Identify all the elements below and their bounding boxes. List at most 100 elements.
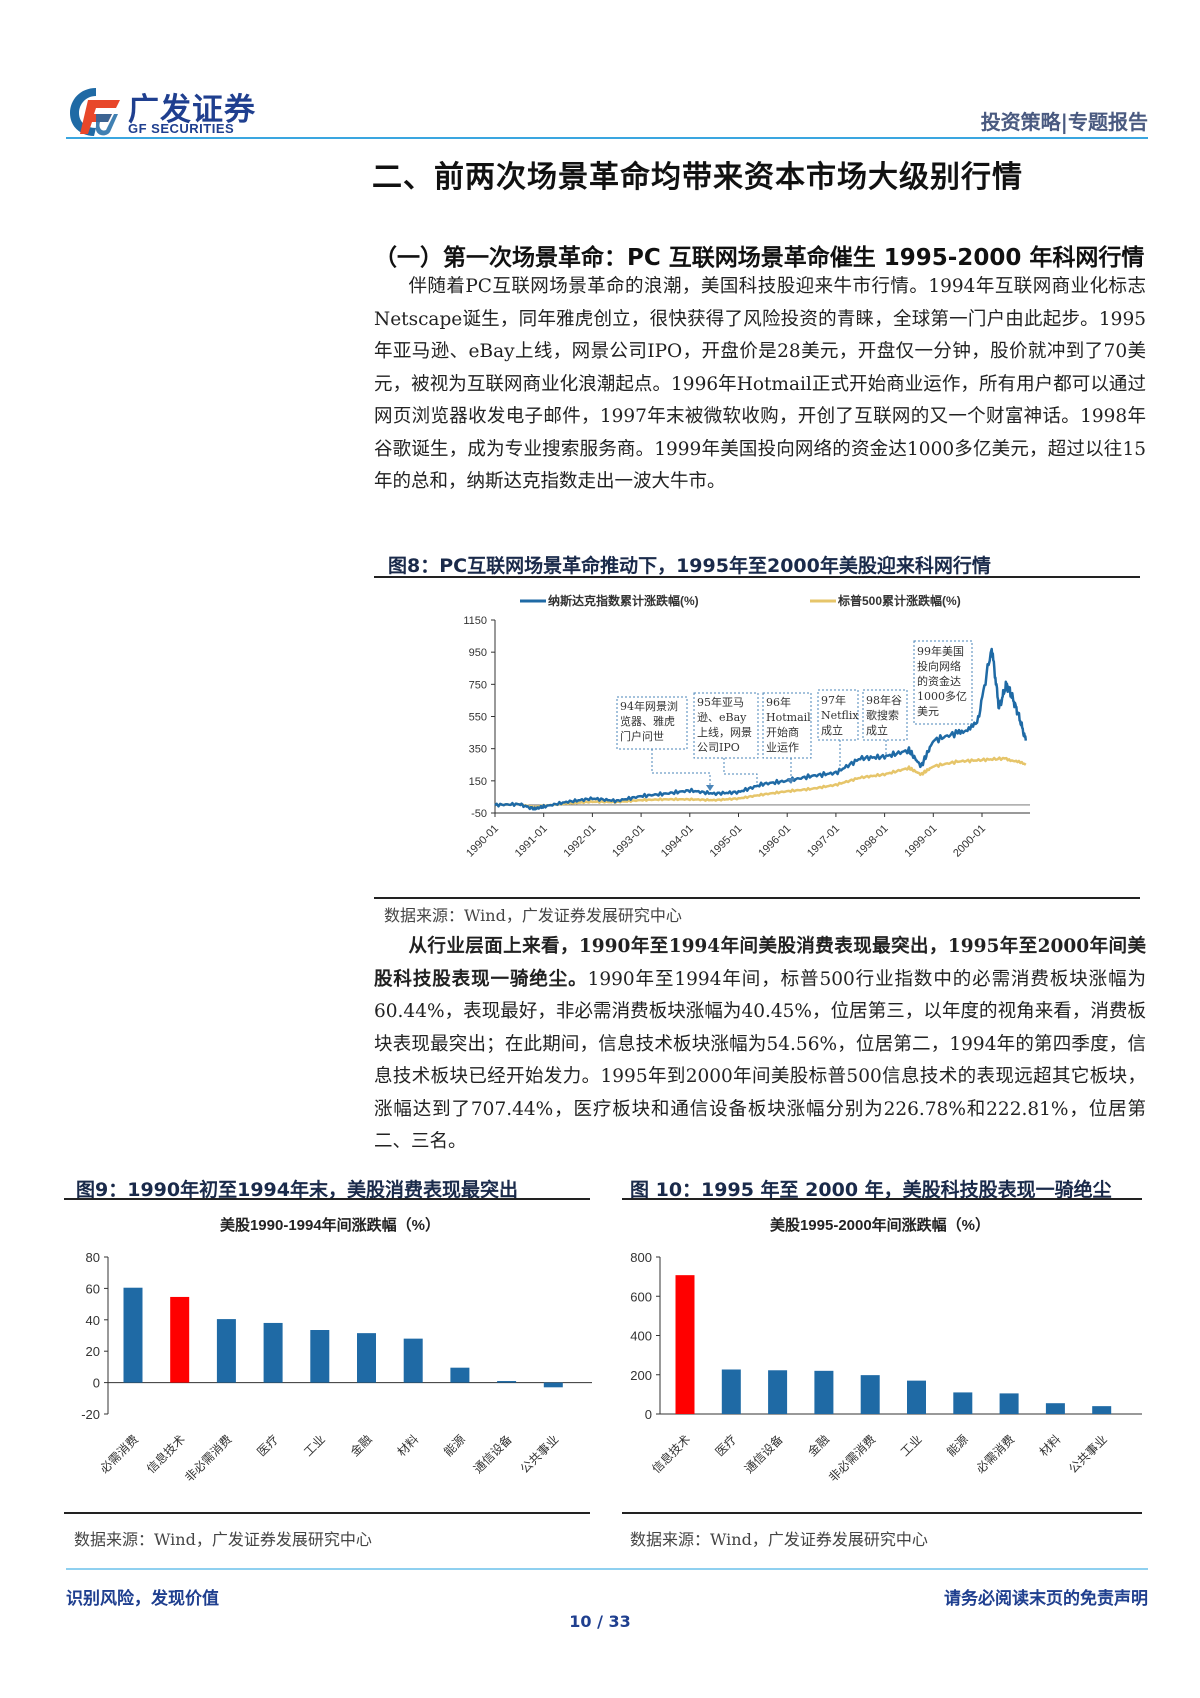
svg-text:信息技术: 信息技术 [143, 1432, 188, 1477]
svg-text:1150: 1150 [463, 615, 487, 627]
bar [543, 1382, 563, 1388]
fig10-title: 图 10：1995 年至 2000 年，美股科技股表现一骑绝尘 [630, 1179, 1112, 1201]
svg-text:1000多亿: 1000多亿 [917, 689, 967, 703]
paragraph-industry: 从行业层面上来看，1990年至1994年间美股消费表现最突出，1995年至200… [374, 931, 1146, 1159]
bar [814, 1370, 834, 1414]
svg-text:1999-01: 1999-01 [902, 823, 939, 860]
fig10-rule [622, 1198, 1142, 1200]
svg-text:的资金达: 的资金达 [917, 674, 961, 688]
legend-nasdaq-label: 纳斯达克指数累计涨跌幅(%) [548, 593, 699, 608]
fig9-bar-chart: 美股1990-1994年间涨跌幅（%） -20 0 20 40 60 80 必需消费 信息技术… [81, 1216, 592, 1485]
footer-divider [66, 1568, 1148, 1570]
svg-text:1994-01: 1994-01 [659, 823, 696, 860]
svg-text:96年: 96年 [766, 695, 791, 709]
logo-english-name: GF SECURITIES [128, 121, 235, 136]
bar [310, 1330, 330, 1383]
svg-text:金融: 金融 [347, 1432, 375, 1460]
bar [675, 1275, 695, 1414]
paragraph-intro: 伴随着PC互联网场景革命的浪潮，美国科技股迎来牛市行情。1994年互联网商业化标… [374, 271, 1146, 499]
svg-text:350: 350 [469, 744, 487, 756]
svg-text:40: 40 [86, 1313, 100, 1328]
bar [263, 1322, 283, 1383]
svg-text:公司IPO: 公司IPO [697, 741, 740, 754]
svg-text:通信设备: 通信设备 [742, 1432, 786, 1476]
report-type-label: 投资策略|专题报告 [980, 110, 1148, 134]
bar [1092, 1406, 1112, 1414]
bar [123, 1287, 143, 1383]
fig10-bar-chart: 美股1995-2000年间涨跌幅（%） 0 200 400 600 800 信息技术 医疗通… [630, 1216, 1142, 1485]
chart-legend: 纳斯达克指数累计涨跌幅(%) 标普500累计涨跌幅(%) [520, 593, 961, 608]
annotation-arrowheads [706, 778, 795, 791]
svg-text:1992-01: 1992-01 [561, 823, 598, 860]
annotation-1995-leader [723, 758, 758, 785]
svg-text:-50: -50 [471, 808, 487, 820]
svg-text:非必需消费: 非必需消费 [826, 1432, 878, 1484]
svg-text:非必需消费: 非必需消费 [182, 1432, 234, 1484]
svg-text:750: 750 [469, 679, 487, 691]
svg-text:400: 400 [630, 1329, 652, 1344]
svg-text:99年美国: 99年美国 [917, 644, 964, 658]
paragraph-intro-text: 伴随着PC互联网场景革命的浪潮，美国科技股迎来牛市行情。1994年互联网商业化标… [374, 276, 1146, 492]
svg-text:通信设备: 通信设备 [471, 1432, 515, 1476]
svg-text:公共事业: 公共事业 [1066, 1432, 1110, 1476]
fig9-bars: -20 0 20 40 60 80 必需消费 信息技术非必需消费 医疗 工业 金融 材料 能源 通信设备公… [81, 1250, 592, 1485]
svg-text:医疗: 医疗 [713, 1432, 740, 1459]
svg-text:美元: 美元 [917, 705, 939, 718]
svg-text:20: 20 [86, 1344, 100, 1359]
logo-chinese-name: 广发证券 [128, 92, 256, 128]
svg-text:1996-01: 1996-01 [756, 823, 793, 860]
annotation-1996-box [762, 692, 812, 759]
svg-text:上线，网景: 上线，网景 [697, 725, 752, 739]
svg-text:600: 600 [630, 1289, 652, 1304]
bar [357, 1333, 376, 1383]
page-number: 10 / 33 [569, 1612, 631, 1631]
footer-disclaimer-link[interactable]: 请务必阅读末页的免责声明 [944, 1589, 1148, 1609]
subsection-title: （一）第一次场景革命：PC 互联网场景革命催生 1995-2000 年科网行情 [374, 245, 1145, 271]
svg-text:97年: 97年 [821, 693, 846, 707]
svg-text:门户问世: 门户问世 [620, 729, 664, 743]
svg-text:2000-01: 2000-01 [951, 823, 988, 860]
svg-text:1990-01: 1990-01 [464, 823, 501, 860]
svg-text:材料: 材料 [394, 1432, 421, 1459]
gf-logo-icon [70, 88, 120, 136]
svg-text:材料: 材料 [1037, 1432, 1064, 1459]
fig8-rule [374, 576, 1140, 578]
svg-text:98年谷: 98年谷 [866, 693, 902, 707]
fig8-bottom-rule [374, 897, 1140, 899]
legend-sp500-label: 标普500累计涨跌幅(%) [837, 593, 961, 608]
bar [403, 1338, 423, 1383]
svg-text:-20: -20 [81, 1407, 100, 1422]
svg-text:成立: 成立 [821, 723, 843, 737]
fig8-source: 数据来源：Wind，广发证券发展研究中心 [384, 906, 682, 925]
svg-text:工业: 工业 [301, 1432, 328, 1459]
svg-text:1995-01: 1995-01 [708, 823, 745, 860]
svg-text:能源: 能源 [944, 1432, 971, 1459]
svg-text:200: 200 [630, 1368, 652, 1383]
bar [497, 1381, 517, 1383]
svg-text:业运作: 业运作 [766, 741, 799, 754]
svg-text:Hotmail: Hotmail [766, 711, 811, 724]
annotation-1995-box [693, 692, 759, 759]
section-title: 二、前两次场景革命均带来资本市场大级别行情 [372, 160, 1023, 195]
svg-text:950: 950 [469, 647, 487, 659]
svg-text:0: 0 [645, 1407, 652, 1422]
svg-text:80: 80 [86, 1250, 100, 1265]
annotation-1999-box [913, 640, 973, 725]
svg-text:逊、eBay: 逊、eBay [697, 711, 747, 724]
bar [953, 1392, 973, 1414]
svg-text:150: 150 [469, 776, 487, 788]
bar [1045, 1403, 1065, 1414]
svg-text:公共事业: 公共事业 [518, 1432, 562, 1476]
svg-text:550: 550 [469, 712, 487, 724]
svg-text:歌搜索: 歌搜索 [866, 708, 899, 722]
svg-text:1997-01: 1997-01 [805, 823, 842, 860]
bar [860, 1375, 880, 1414]
header-divider [66, 137, 1148, 139]
bar [907, 1380, 926, 1414]
fig9-rule [64, 1198, 590, 1200]
chart-annotations [616, 640, 973, 788]
svg-text:金融: 金融 [804, 1432, 832, 1460]
svg-text:医疗: 医疗 [254, 1432, 281, 1459]
